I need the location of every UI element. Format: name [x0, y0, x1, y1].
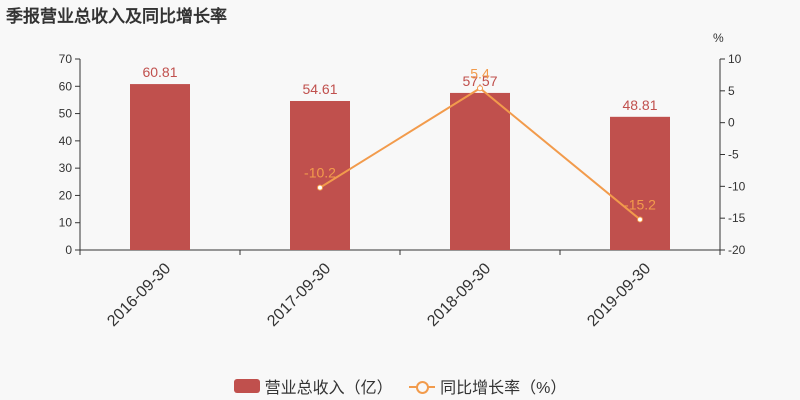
- legend-bar-swatch: [233, 379, 260, 393]
- revenue-bar-label: 54.61: [302, 81, 337, 97]
- legend-label-revenue: 营业总收入（亿）: [264, 380, 393, 397]
- revenue-bar: [130, 84, 190, 251]
- growth-point-label: 5.4: [470, 65, 490, 81]
- x-axis-tick-label: 2017-09-30: [264, 260, 334, 330]
- right-axis-tick-label: 10: [728, 52, 742, 66]
- legend-item-revenue[interactable]: 营业总收入（亿）: [233, 374, 393, 398]
- x-axis-tick-label: 2019-09-30: [584, 260, 654, 330]
- growth-point: [317, 184, 323, 191]
- right-axis-tick-label: 0: [728, 116, 735, 130]
- right-axis-tick-label: 5: [728, 84, 735, 98]
- revenue-bar-label: 57.57: [462, 73, 497, 89]
- legend: 营业总收入（亿） 同比增长率（%）: [0, 374, 800, 398]
- growth-point-label: -10.2: [304, 165, 336, 181]
- x-axis-tick-label: 2016-09-30: [104, 260, 174, 330]
- chart-title: 季报营业总收入及同比增长率: [6, 7, 227, 26]
- revenue-bar-label: 48.81: [622, 97, 657, 113]
- revenue-bar: [450, 92, 510, 251]
- right-axis-tick-label: -10: [728, 179, 746, 193]
- right-axis-unit: %: [713, 31, 724, 45]
- growth-point: [637, 216, 643, 223]
- legend-item-growth[interactable]: 同比增长率（%）: [409, 374, 566, 398]
- left-axis-tick-label: 40: [59, 134, 73, 148]
- legend-line-swatch: [409, 379, 436, 394]
- right-axis-tick-label: -20: [728, 243, 746, 257]
- left-axis-tick-label: 0: [65, 243, 72, 257]
- left-axis-tick-label: 10: [59, 216, 73, 230]
- revenue-bar-label: 60.81: [142, 64, 177, 80]
- growth-point-label: -15.2: [624, 196, 656, 212]
- legend-label-growth: 同比增长率（%）: [440, 380, 567, 397]
- left-axis-tick-label: 20: [59, 188, 73, 202]
- right-axis-tick-label: -15: [728, 211, 746, 225]
- growth-point: [477, 85, 483, 92]
- x-axis-tick-label: 2018-09-30: [424, 260, 494, 330]
- left-axis-tick-label: 60: [59, 79, 73, 93]
- left-axis-tick-label: 50: [59, 107, 73, 121]
- right-axis-tick-label: -5: [728, 148, 739, 162]
- left-axis-tick-label: 70: [59, 52, 73, 66]
- left-axis-tick-label: 30: [59, 161, 73, 175]
- revenue-bar: [610, 116, 670, 251]
